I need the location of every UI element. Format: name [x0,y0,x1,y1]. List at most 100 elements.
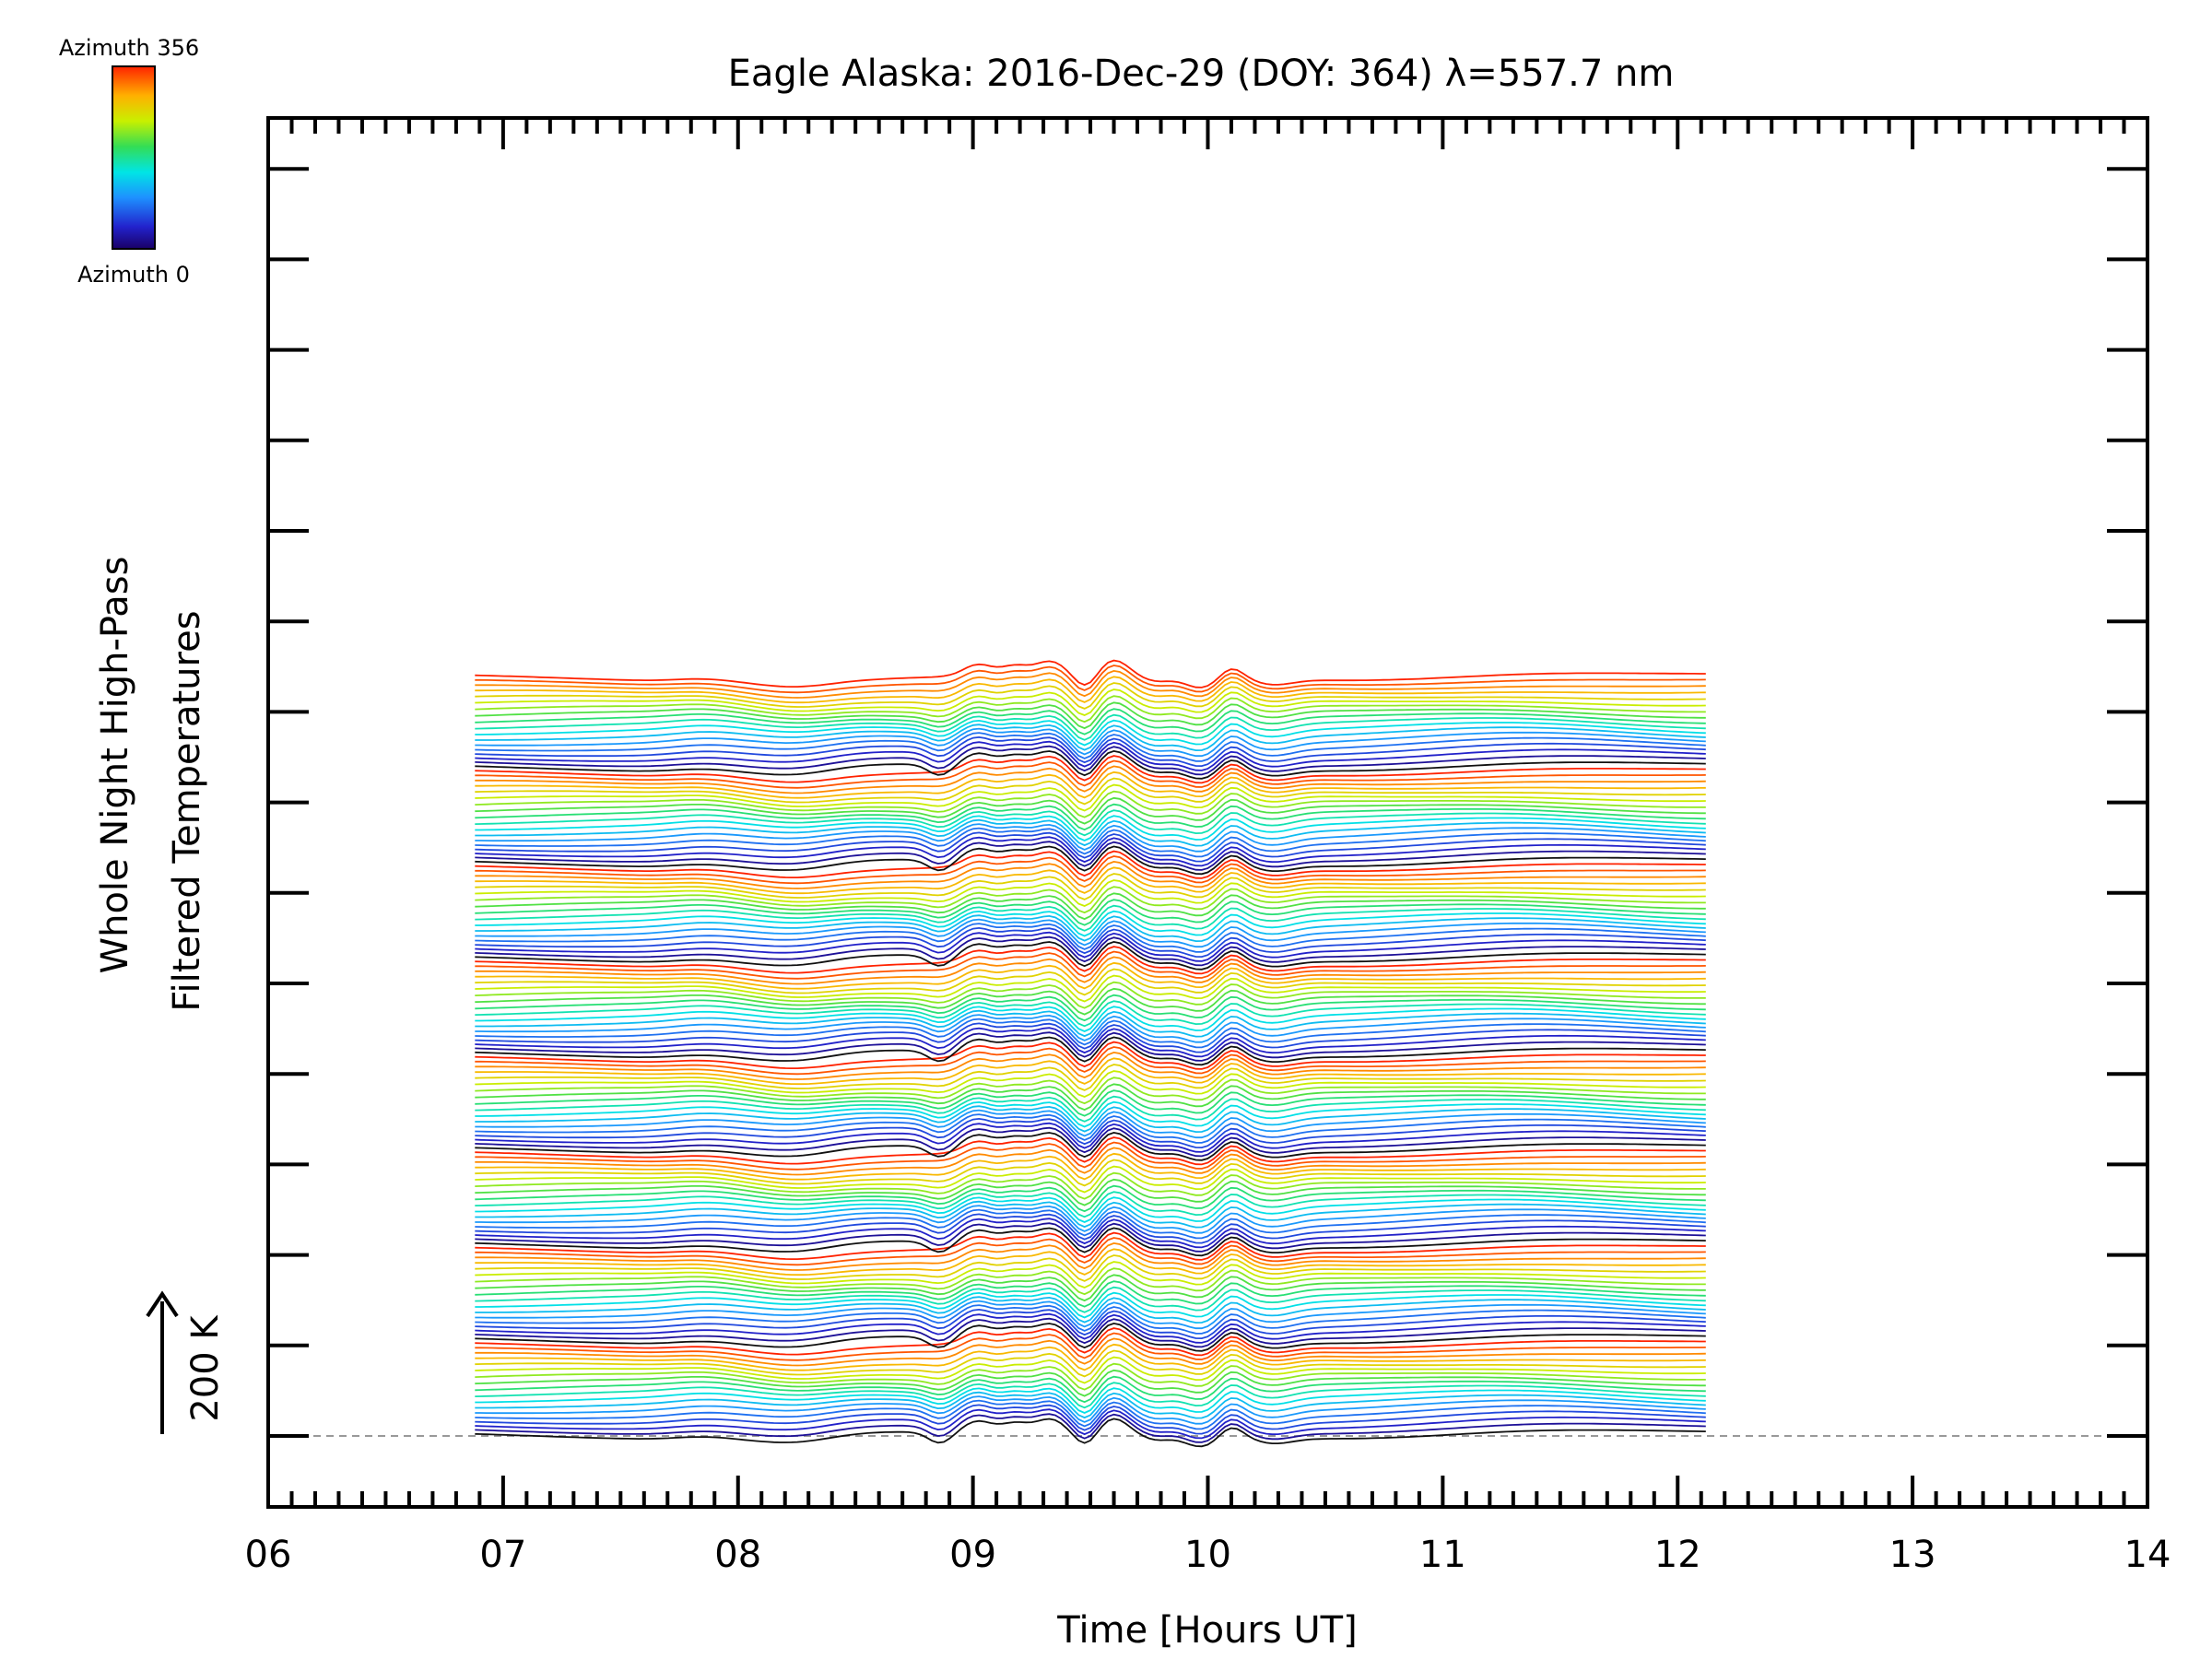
series-line [475,1387,1706,1414]
series-line [475,866,1706,895]
series-line [475,1248,1706,1277]
y-axis-label-line1: Whole Night High-Pass [94,557,136,974]
series-line [475,765,1706,794]
series-line [475,809,1706,837]
series-line [475,946,1706,975]
series-line [475,910,1706,937]
series-line [475,815,1706,841]
series-line [475,1291,1706,1319]
series-line [475,1382,1706,1409]
series-line [475,1041,1706,1070]
series-line [475,823,1706,853]
y-axis-label-line2: Filtered Temperatures [166,610,208,1011]
series-line [475,1208,1706,1240]
series-line [475,968,1706,996]
tick-layer: 06 07 08 09 10 11 12 13 14 [245,118,2171,1576]
series-line [475,1095,1706,1123]
series-line [475,1369,1706,1397]
series-line [475,701,1706,730]
series-line [475,790,1706,818]
series-line [475,771,1706,799]
series-line [475,688,1706,716]
series-line [475,1126,1706,1158]
series-line [475,1100,1706,1128]
series-line [475,732,1706,762]
series-line [475,1105,1706,1134]
series-line [475,1304,1706,1335]
series-line [475,659,1706,688]
series-line [475,1022,1706,1053]
series-line [475,1136,1706,1166]
series-line [475,1274,1706,1302]
series-line [475,818,1706,847]
scale-arrow [146,1290,179,1434]
series-line [475,1027,1706,1058]
series-line [475,1286,1706,1313]
x-tick-label: 11 [1419,1534,1466,1576]
series-line [475,745,1706,776]
series-line [475,974,1706,1003]
series-line [475,1141,1706,1171]
series-line [475,1222,1706,1253]
series-line [475,1000,1706,1028]
series-line [475,1064,1706,1091]
series-line [475,1362,1706,1391]
series-line [475,1343,1706,1371]
series-line [475,1312,1706,1344]
series-line [475,836,1706,867]
series-line [475,735,1706,768]
series-line [475,1014,1706,1043]
colorbar-gradient [112,65,156,250]
series-line [475,1031,1706,1062]
series-line [475,860,1706,889]
series-line [475,1375,1706,1404]
series-line [475,796,1706,825]
series-line [475,695,1706,724]
series-line [475,931,1706,962]
series-line [475,1113,1706,1144]
series-line [475,1237,1706,1266]
series-line [475,665,1706,694]
series-line [475,1036,1706,1066]
series-line [475,1089,1706,1117]
series-line [475,1317,1706,1348]
series-line [475,1267,1706,1296]
colorbar-bottom-label: Azimuth 0 [77,262,190,288]
series-line [475,1308,1706,1340]
scale-bar-label: 200 K [184,1314,227,1422]
series-line [475,1218,1706,1249]
series-line [475,981,1706,1009]
series-line [475,719,1706,747]
series-line [475,1200,1706,1229]
series-line [475,1332,1706,1361]
series-line [475,914,1706,943]
series-line [475,1391,1706,1419]
series-line [475,850,1706,879]
series-line [475,918,1706,948]
series-line [475,1178,1706,1206]
series-line [475,713,1706,741]
series-line [475,1077,1706,1105]
series-line [475,669,1706,699]
series-line [475,892,1706,921]
series-line [475,1196,1706,1223]
series-line [475,1205,1706,1234]
x-tick-label: 10 [1184,1534,1231,1576]
series-line [475,727,1706,758]
series-line [475,841,1706,871]
colorbar-top-label: Azimuth 356 [59,35,199,61]
series-line [475,827,1706,858]
series-line [475,1399,1706,1430]
series-line [475,1057,1706,1086]
series-line [475,904,1706,932]
series-line [475,1109,1706,1139]
series-line [475,1213,1706,1244]
series-line [475,1147,1706,1176]
series-line [475,1070,1706,1098]
series-line [475,740,1706,771]
series-line [475,777,1706,806]
series-line [475,845,1706,876]
series-line [475,1046,1706,1076]
series-line [475,855,1706,885]
x-tick-label: 14 [2124,1534,2171,1576]
